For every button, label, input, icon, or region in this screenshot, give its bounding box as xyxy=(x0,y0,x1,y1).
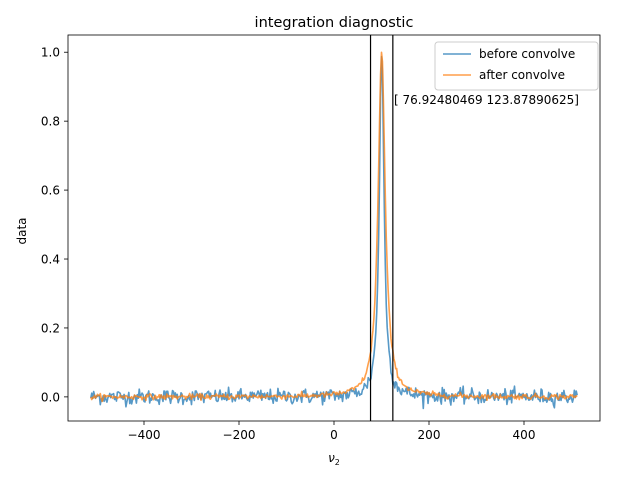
series-line-1 xyxy=(90,51,578,403)
y-tick-label: 0.4 xyxy=(41,253,60,267)
x-tick-label: −400 xyxy=(128,428,161,442)
y-tick-label: 0.6 xyxy=(41,184,60,198)
x-axis-label-sub: 2 xyxy=(335,458,340,467)
vline-layer xyxy=(369,35,394,421)
legend-frame xyxy=(434,41,599,91)
x-tick-label: −200 xyxy=(223,428,256,442)
y-tick-label: 1.0 xyxy=(41,46,60,60)
y-tick-label: 0.2 xyxy=(41,321,60,335)
chart-title: integration diagnostic xyxy=(255,15,414,31)
y-tick-label: 0.8 xyxy=(41,115,60,129)
axes-layer: −400 −200 0 200 400 0.0 0.2 0.4 0.6 0.8 1.0 xyxy=(41,34,601,442)
interval-annotation: [ 76.92480469 123.87890625] xyxy=(394,93,579,107)
x-axis-label-base: ν xyxy=(328,451,335,465)
x-tick-label: 200 xyxy=(418,428,441,442)
y-axis-label: data xyxy=(15,217,29,244)
x-axis-label: ν2 xyxy=(328,451,340,467)
x-tick-label: 400 xyxy=(513,428,536,442)
legend-label-after-convolve: after convolve xyxy=(479,68,565,82)
series-layer xyxy=(90,51,578,410)
legend: before convolve after convolve xyxy=(434,41,599,91)
y-tick-label: 0.0 xyxy=(41,390,60,404)
legend-label-before-convolve: before convolve xyxy=(479,47,575,61)
x-tick-label: 0 xyxy=(330,428,338,442)
